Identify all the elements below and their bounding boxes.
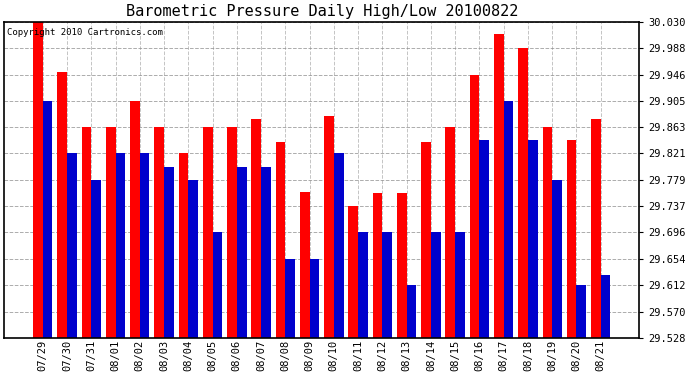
Bar: [203, 127, 213, 338]
Bar: [421, 141, 431, 338]
Bar: [57, 72, 67, 338]
Bar: [431, 232, 441, 338]
Bar: [237, 167, 246, 338]
Bar: [155, 127, 164, 338]
Bar: [251, 120, 261, 338]
Bar: [518, 48, 528, 338]
Bar: [140, 153, 150, 338]
Bar: [528, 140, 538, 338]
Bar: [576, 285, 586, 338]
Bar: [334, 153, 344, 338]
Bar: [43, 100, 52, 338]
Title: Barometric Pressure Daily High/Low 20100822: Barometric Pressure Daily High/Low 20100…: [126, 4, 518, 19]
Bar: [164, 167, 174, 338]
Bar: [33, 22, 43, 338]
Bar: [300, 192, 310, 338]
Bar: [115, 153, 125, 338]
Bar: [591, 120, 601, 338]
Bar: [324, 116, 334, 338]
Bar: [348, 206, 358, 338]
Bar: [106, 127, 115, 338]
Bar: [130, 100, 140, 338]
Bar: [470, 75, 480, 338]
Bar: [261, 167, 270, 338]
Bar: [504, 100, 513, 338]
Bar: [566, 140, 576, 338]
Bar: [446, 127, 455, 338]
Bar: [542, 127, 552, 338]
Bar: [227, 127, 237, 338]
Bar: [552, 180, 562, 338]
Text: Copyright 2010 Cartronics.com: Copyright 2010 Cartronics.com: [8, 28, 164, 37]
Bar: [81, 127, 91, 338]
Bar: [358, 232, 368, 338]
Bar: [310, 259, 319, 338]
Bar: [67, 153, 77, 338]
Bar: [397, 193, 406, 338]
Bar: [373, 193, 382, 338]
Bar: [601, 275, 611, 338]
Bar: [455, 232, 465, 338]
Bar: [91, 180, 101, 338]
Bar: [406, 285, 416, 338]
Bar: [213, 232, 222, 338]
Bar: [275, 141, 286, 338]
Bar: [286, 259, 295, 338]
Bar: [188, 180, 198, 338]
Bar: [494, 34, 504, 338]
Bar: [179, 153, 188, 338]
Bar: [480, 140, 489, 338]
Bar: [382, 232, 392, 338]
